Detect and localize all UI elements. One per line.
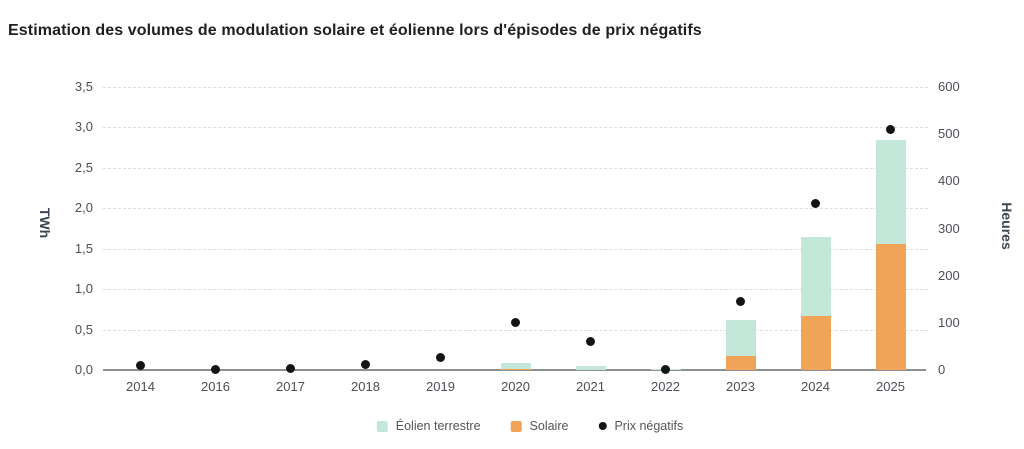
y-tick-left: 3,0 [74, 119, 93, 135]
y-axis-title-heures: Heures [999, 202, 1015, 250]
x-tick-label: 2022 [651, 379, 680, 394]
x-tick-label: 2021 [576, 379, 605, 394]
bar-segment-solaire[interactable] [500, 369, 531, 370]
legend: Éolien terrestre Solaire Prix négatifs [376, 419, 683, 433]
prix-negatifs-point[interactable] [736, 297, 745, 307]
x-axis-line [103, 369, 926, 371]
x-tick-label: 2025 [876, 379, 905, 394]
gridline [103, 87, 928, 88]
x-tick-label: 2014 [126, 379, 155, 394]
x-tick-label: 2020 [501, 379, 530, 394]
y-tick-left: 0,5 [74, 321, 93, 337]
prix-negatifs-point[interactable] [211, 364, 220, 374]
y-tick-right: 600 [938, 79, 960, 94]
prix-negatifs-point[interactable] [361, 359, 370, 369]
prix-negatifs-point[interactable] [886, 124, 895, 134]
y-tick-left: 2,5 [74, 159, 93, 175]
legend-label-prix-negatifs: Prix négatifs [614, 419, 684, 433]
y-tick-right: 200 [938, 267, 960, 283]
prix-negatifs-dot-icon [598, 422, 607, 430]
gridline [103, 248, 928, 250]
gridline [103, 329, 928, 331]
prix-negatifs-point[interactable] [286, 363, 295, 373]
bar-segment-solaire[interactable] [800, 315, 831, 370]
legend-item-solaire[interactable]: Solaire [510, 419, 569, 433]
y-tick-right: 500 [938, 126, 960, 142]
prix-negatifs-point[interactable] [136, 360, 145, 370]
x-tick-label: 2017 [276, 379, 305, 394]
y-tick-left: 3,5 [74, 79, 93, 94]
x-tick-label: 2023 [726, 379, 755, 394]
legend-label-solaire: Solaire [529, 419, 569, 433]
eolien-terrestre-swatch-icon [376, 420, 388, 432]
legend-item-prix-negatifs[interactable]: Prix négatifs [598, 419, 683, 433]
solaire-swatch-icon [510, 420, 522, 432]
bar-segment-solaire[interactable] [725, 356, 756, 370]
chart-title: Estimation des volumes de modulation sol… [8, 22, 702, 39]
gridline [103, 167, 928, 169]
bar-segment-eolien-terrestre[interactable] [575, 365, 606, 370]
x-tick-label: 2016 [201, 379, 230, 394]
gridline [103, 208, 928, 210]
bar-segment-eolien-terrestre[interactable] [500, 362, 531, 370]
y-tick-right: 0 [938, 362, 946, 377]
legend-item-eolien-terrestre[interactable]: Éolien terrestre [376, 419, 481, 433]
y-tick-left: 2,0 [74, 200, 93, 216]
bar-segment-solaire[interactable] [875, 243, 906, 370]
y-tick-right: 300 [938, 220, 960, 236]
x-tick-label: 2019 [426, 379, 455, 394]
prix-negatifs-point[interactable] [661, 364, 670, 374]
prix-negatifs-point[interactable] [436, 352, 445, 362]
y-tick-right: 400 [938, 173, 960, 189]
y-tick-left: 1,5 [74, 240, 93, 256]
y-tick-right: 100 [938, 314, 960, 330]
prix-negatifs-point[interactable] [511, 318, 520, 328]
gridline [103, 289, 928, 291]
x-tick-label: 2024 [801, 379, 830, 394]
prix-negatifs-point[interactable] [586, 337, 595, 347]
bar-segment-eolien-terrestre[interactable] [800, 236, 831, 316]
gridline [103, 127, 928, 129]
legend-label-eolien-terrestre: Éolien terrestre [395, 419, 481, 433]
prix-negatifs-point[interactable] [811, 199, 820, 209]
y-tick-left: 0,0 [74, 362, 93, 377]
bar-segment-eolien-terrestre[interactable] [725, 319, 756, 357]
y-tick-left: 1,0 [74, 281, 93, 297]
bar-segment-eolien-terrestre[interactable] [875, 139, 906, 244]
x-tick-label: 2018 [351, 379, 380, 394]
